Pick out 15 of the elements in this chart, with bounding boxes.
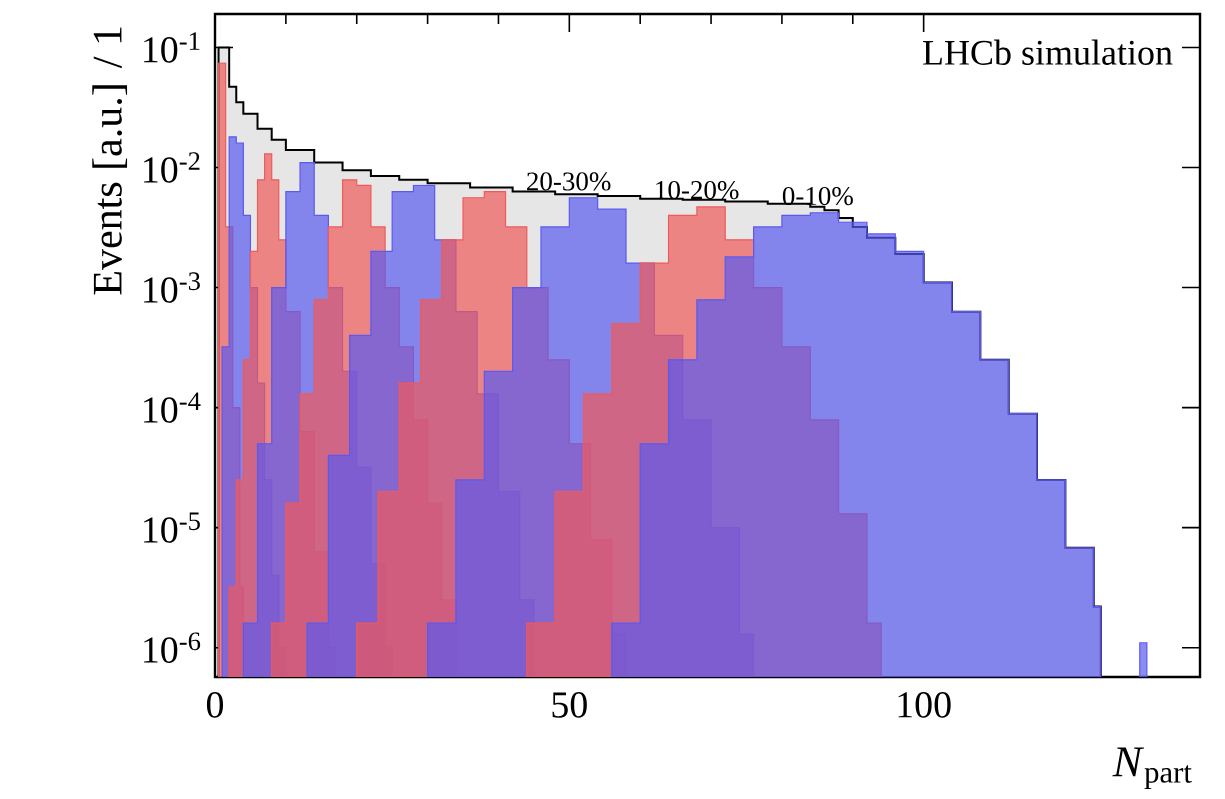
y-tick-label: 10$^{-5}$ [144,512,200,543]
annotation: 10-20% [656,180,739,200]
x-axis-title: N$_{part}$ [1112,747,1192,790]
x-tick-label: 50 [552,692,587,718]
y-axis-title: Events [a.u.] / 1 [92,27,128,295]
annotation: LHCb simulation [923,39,1173,65]
y-tick-label: 10$^{-6}$ [144,632,201,663]
y-tick-label: 10$^{-1}$ [144,32,200,63]
x-tick-label: 100 [898,692,951,718]
y-tick-label: 10$^{-2}$ [144,152,200,183]
y-tick-label: 10$^{-4}$ [144,392,201,423]
x-tick-label: 0 [206,692,224,718]
annotation: 20-30% [527,172,611,191]
annotation: 0-10% [782,186,853,206]
y-tick-label: 10$^{-3}$ [144,272,200,303]
